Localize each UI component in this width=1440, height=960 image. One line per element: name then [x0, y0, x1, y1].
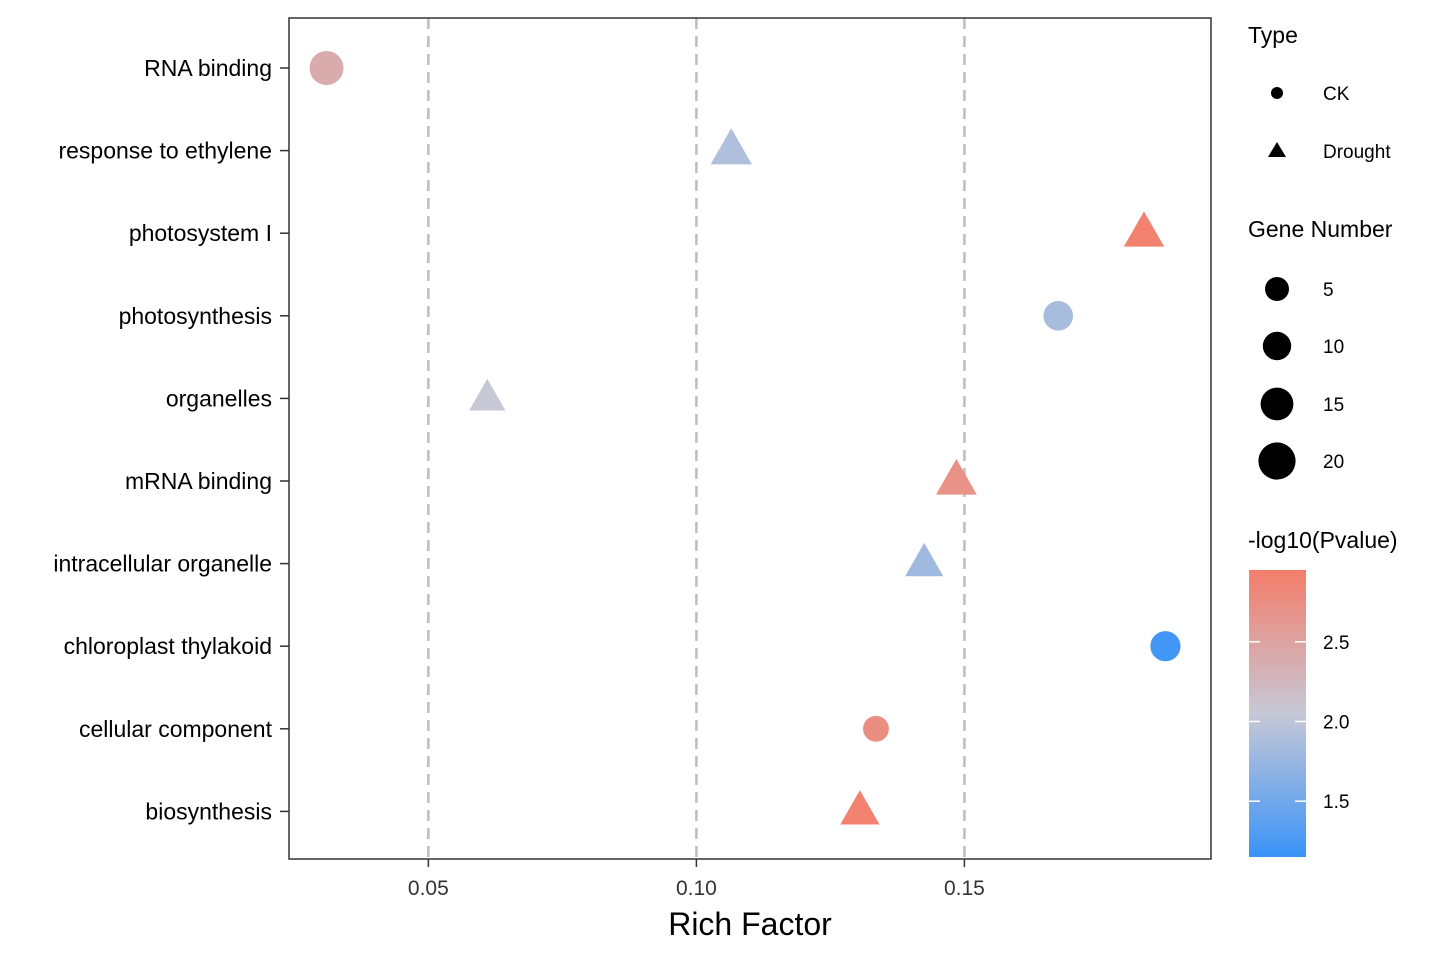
y-tick-label-cellular-component: cellular component: [79, 716, 273, 742]
legend-type-title: Type: [1248, 22, 1298, 48]
color-tick-label-1-5: 1.5: [1323, 792, 1349, 813]
point-mrna-binding: [935, 458, 977, 495]
legend-size-15-label: 15: [1323, 395, 1344, 416]
color-tick-label-2-0: 2.0: [1323, 712, 1349, 733]
legend-type-entries: CK Drought: [1268, 84, 1391, 163]
legend-size-10-label: 10: [1323, 337, 1344, 358]
point-photosystem-i: [1123, 211, 1165, 247]
y-tick-label-mrna-binding: mRNA binding: [125, 468, 272, 494]
point-chloroplast-thylakoid: [1150, 631, 1181, 662]
legend-type-ck-marker: [1271, 87, 1283, 99]
legend-size-10-marker: [1262, 331, 1292, 361]
y-axis: RNA binding response to ethylene photosyst…: [53, 55, 289, 824]
color-tick-label-2-5: 2.5: [1323, 633, 1349, 654]
x-tick-label-0-15: 0.15: [944, 877, 985, 900]
x-tick-label-0-10: 0.10: [676, 877, 717, 900]
data-points: [309, 50, 1181, 825]
legend-size-5-marker: [1265, 277, 1289, 301]
point-rna-binding: [309, 50, 344, 86]
grid-lines: [427, 18, 966, 859]
point-photosynthesis: [1043, 300, 1074, 331]
point-response-to-ethylene: [710, 128, 752, 165]
legend-gene-number-entries: 5 10 15 20: [1258, 277, 1344, 480]
color-bar-ticks: 2.5 2.0 1.5: [1249, 633, 1349, 813]
x-axis: 0.05 0.10 0.15: [408, 859, 985, 900]
legend-type-ck-label: CK: [1323, 84, 1350, 105]
plot-panel-border: [288, 17, 1212, 860]
legend: Type CK Drought Gene Number 5 10 15 20 -log1…: [1248, 22, 1398, 857]
y-tick-label-photosynthesis: photosynthesis: [119, 303, 272, 329]
x-axis-title: Rich Factor: [668, 906, 832, 942]
point-organelles: [469, 378, 506, 411]
legend-color-title: -log10(Pvalue): [1248, 527, 1398, 553]
y-tick-label-organelles: organelles: [166, 385, 272, 411]
y-tick-label-photosystem-i: photosystem I: [129, 220, 272, 246]
legend-size-15-marker: [1260, 387, 1294, 421]
y-tick-label-intracellular-organelle: intracellular organelle: [53, 551, 272, 577]
legend-gene-number-title: Gene Number: [1248, 216, 1393, 242]
color-bar: [1249, 570, 1306, 857]
point-intracellular-organelle: [905, 542, 944, 577]
point-biosynthesis: [840, 790, 880, 825]
point-cellular-component: [863, 715, 889, 742]
y-tick-label-chloroplast-thylakoid: chloroplast thylakoid: [64, 633, 272, 659]
legend-size-20-label: 20: [1323, 452, 1344, 473]
legend-size-5-label: 5: [1323, 280, 1334, 301]
legend-type-drought-marker: [1268, 142, 1286, 157]
y-tick-label-biosynthesis: biosynthesis: [145, 798, 272, 824]
y-tick-label-response-to-ethylene: response to ethylene: [58, 138, 272, 164]
x-tick-label-0-05: 0.05: [408, 877, 449, 900]
legend-type-drought-label: Drought: [1323, 142, 1391, 163]
legend-size-20-marker: [1258, 442, 1296, 480]
y-tick-label-rna-binding: RNA binding: [144, 55, 272, 81]
